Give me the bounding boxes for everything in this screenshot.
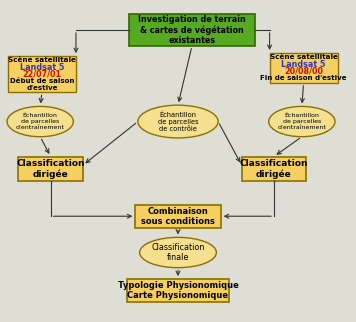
FancyBboxPatch shape: [8, 56, 76, 92]
Text: Échantillon
de parcelles
d'entraînement: Échantillon de parcelles d'entraînement: [16, 113, 65, 130]
Ellipse shape: [269, 106, 335, 137]
Text: Classification
dirigée: Classification dirigée: [16, 159, 85, 179]
Text: Scène satellitale: Scène satellitale: [269, 54, 337, 61]
Text: Échantillon
de parcelles
d'entraînement: Échantillon de parcelles d'entraînement: [277, 113, 326, 130]
Ellipse shape: [138, 105, 218, 138]
FancyBboxPatch shape: [135, 205, 221, 228]
FancyBboxPatch shape: [126, 279, 230, 302]
Text: Typologie Physionomique
Carte Physionomique: Typologie Physionomique Carte Physionomi…: [117, 281, 239, 300]
Text: Landsat 5: Landsat 5: [281, 60, 326, 69]
Text: Landsat 5: Landsat 5: [20, 63, 64, 72]
Text: Investigation de terrain
& cartes de végétation
existantes: Investigation de terrain & cartes de vég…: [138, 15, 246, 45]
FancyBboxPatch shape: [269, 53, 337, 83]
Text: Échantillon
de parcelles
de contrôle: Échantillon de parcelles de contrôle: [158, 111, 198, 132]
Text: Combinaison
sous conditions: Combinaison sous conditions: [141, 206, 215, 226]
Text: Classification
dirigée: Classification dirigée: [240, 159, 308, 179]
Text: Fin de saison d'estive: Fin de saison d'estive: [260, 75, 347, 81]
FancyBboxPatch shape: [129, 14, 255, 46]
Text: Scène satellitale: Scène satellitale: [8, 57, 76, 63]
Ellipse shape: [7, 106, 73, 137]
Text: Classification
finale: Classification finale: [151, 243, 205, 262]
Text: Début de saison: Début de saison: [10, 78, 74, 84]
FancyBboxPatch shape: [242, 156, 306, 181]
FancyBboxPatch shape: [19, 156, 83, 181]
Text: d'estive: d'estive: [26, 85, 58, 91]
Text: 22/07/01: 22/07/01: [22, 70, 62, 79]
Ellipse shape: [140, 237, 216, 268]
Text: 20/08/00: 20/08/00: [284, 67, 323, 76]
